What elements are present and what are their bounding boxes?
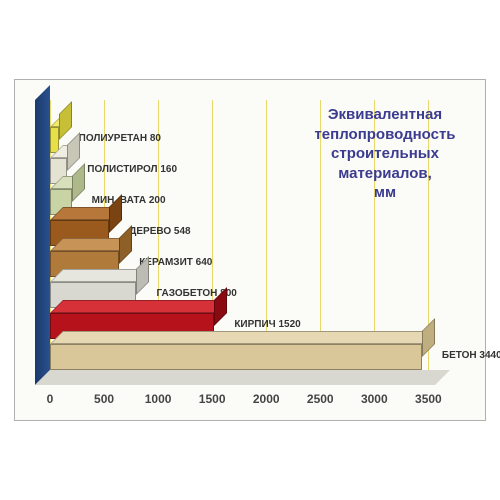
chart-frame: ПОЛИУРЕТАН 80 ПОЛИСТИРОЛ 160 МИН. ВАТА 200… bbox=[14, 79, 486, 421]
axis-tick: 2500 bbox=[307, 392, 334, 406]
axis-tick: 500 bbox=[94, 392, 114, 406]
bar-label: БЕТОН 3440 bbox=[442, 350, 500, 361]
bar-side-face bbox=[72, 163, 85, 202]
bar-top-face bbox=[50, 331, 435, 344]
chart-title-line: материалов, bbox=[300, 164, 470, 184]
chart-title-line: теплопроводность bbox=[300, 125, 470, 145]
axis-tick: 3000 bbox=[361, 392, 388, 406]
chart-title-line: строительных bbox=[300, 144, 470, 164]
axis-tick: 2000 bbox=[253, 392, 280, 406]
axis-tick: 0 bbox=[47, 392, 54, 406]
bar-front-face bbox=[50, 344, 422, 370]
axis-tick: 3500 bbox=[415, 392, 442, 406]
bar-3d bbox=[50, 344, 422, 370]
chart-container: ПОЛИУРЕТАН 80 ПОЛИСТИРОЛ 160 МИН. ВАТА 200… bbox=[0, 0, 500, 500]
bar-label: МИН. ВАТА 200 bbox=[92, 195, 166, 206]
bar-side-face bbox=[119, 225, 132, 264]
axis-tick: 1500 bbox=[199, 392, 226, 406]
bar-top-face bbox=[50, 269, 149, 282]
chart-title-line: мм bbox=[300, 183, 470, 203]
bar-label: КИРПИЧ 1520 bbox=[234, 319, 300, 330]
left-wall-3d bbox=[35, 85, 50, 385]
bar-label: ПОЛИУРЕТАН 80 bbox=[79, 133, 161, 144]
bar-label: КЕРАМЗИТ 640 bbox=[139, 257, 212, 268]
bar-top-face bbox=[50, 300, 227, 313]
floor-3d bbox=[35, 370, 450, 385]
bar-label: ДЕРЕВО 548 bbox=[129, 226, 190, 237]
chart-title: Эквивалентнаятеплопроводностьстроительны… bbox=[300, 105, 470, 203]
chart-title-line: Эквивалентная bbox=[300, 105, 470, 125]
x-axis-labels: 0 500 1000 1500 2000 2500 3000 3500 bbox=[50, 392, 450, 412]
bar-side-face bbox=[59, 101, 72, 140]
bar-label: ПОЛИСТИРОЛ 160 bbox=[87, 164, 177, 175]
bar-side-face bbox=[67, 132, 80, 171]
axis-tick: 1000 bbox=[145, 392, 172, 406]
